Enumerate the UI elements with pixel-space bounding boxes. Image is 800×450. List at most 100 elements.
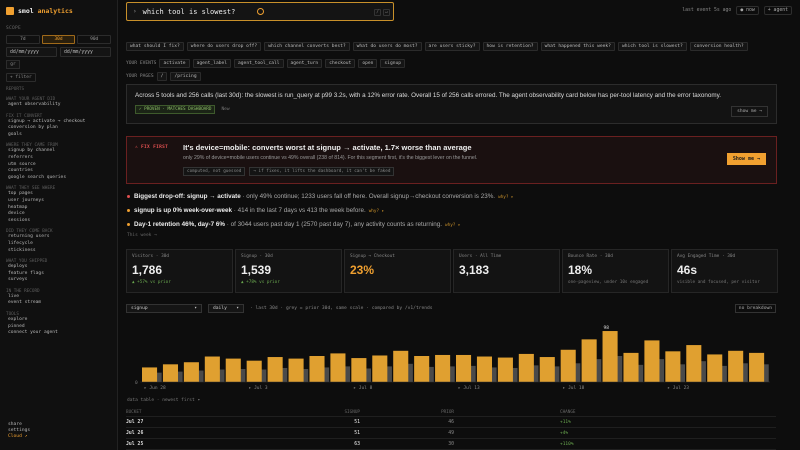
group-input[interactable]: gr <box>6 60 20 69</box>
insight-why-link[interactable]: why? ▸ <box>368 209 385 214</box>
event-chip[interactable]: agent_tool_call <box>234 59 284 68</box>
signup-bar[interactable] <box>456 354 472 382</box>
page-chip[interactable]: /pricing <box>170 72 201 81</box>
column-header[interactable]: BUCKET <box>126 410 142 415</box>
sidebar-item[interactable]: conversion by plan <box>8 125 58 131</box>
sidebar-item[interactable]: connect your agent <box>8 330 58 336</box>
table-row[interactable]: Jul 27 51 46 +11% <box>126 417 776 428</box>
signup-bar[interactable] <box>665 351 681 382</box>
breakdown-button[interactable]: no breakdown <box>734 304 776 313</box>
range-7d[interactable]: 7d <box>6 35 40 44</box>
suggestion-chip[interactable]: how is retention? <box>482 42 538 51</box>
column-header[interactable]: CHANGE <box>560 410 576 415</box>
date-to-input[interactable]: dd/mm/yyyy <box>60 47 111 57</box>
sidebar-item[interactable]: referrers <box>8 154 33 160</box>
signup-bar[interactable] <box>183 362 199 382</box>
signup-bar[interactable] <box>686 345 702 382</box>
event-chip[interactable]: signup <box>380 59 406 68</box>
fix-show-me-button[interactable]: Show me → <box>726 153 766 165</box>
signup-bar[interactable] <box>497 357 513 382</box>
suggestion-chip[interactable]: conversion health? <box>689 42 748 51</box>
table-row[interactable]: Jul 25 63 30 +110% <box>126 439 776 450</box>
signup-bar[interactable] <box>225 358 241 382</box>
suggestion-chip[interactable]: which tool is slowest? <box>617 42 687 51</box>
kpi-card[interactable]: Visitors · 30d 1,786 ▲ +57% vs prior <box>126 249 233 293</box>
sidebar-item[interactable]: signup by channel <box>8 148 56 154</box>
signup-bar[interactable] <box>435 354 451 382</box>
signup-bar[interactable] <box>393 350 409 382</box>
sidebar-item[interactable]: device <box>8 211 25 217</box>
kpi-card[interactable]: Bounce Rate · 30d 18% one-pageview, under … <box>562 249 669 293</box>
signup-bar[interactable] <box>518 353 534 382</box>
sidebar-item[interactable]: lifecycle <box>8 240 33 246</box>
cloud-link[interactable]: Cloud ↗ <box>8 434 28 439</box>
interval-select[interactable]: daily ▾ <box>208 304 244 313</box>
sidebar-item[interactable]: agent observability <box>8 102 61 107</box>
signup-bar[interactable] <box>414 356 430 382</box>
data-table-toggle[interactable]: data table · newest first ▾ <box>127 398 201 403</box>
suggestion-chip[interactable]: which channel converts best? <box>264 42 350 51</box>
kpi-card[interactable]: Signup · 30d 1,539 ▲ +78% vs prior <box>235 249 342 293</box>
range-90d[interactable]: 90d <box>77 35 112 44</box>
agent-button[interactable]: + agent <box>763 6 792 15</box>
search-query[interactable]: which tool is slowest? <box>142 7 236 16</box>
sidebar-item[interactable]: heatmap <box>8 204 28 210</box>
signup-bar[interactable] <box>728 350 744 382</box>
signup-bar[interactable] <box>142 367 158 382</box>
now-button[interactable]: ● now <box>736 6 759 15</box>
sidebar-item[interactable]: goals <box>8 131 22 137</box>
sidebar-item[interactable]: deploys <box>8 264 28 270</box>
signup-bar[interactable] <box>707 354 723 382</box>
kpi-card[interactable]: Signup → Checkout 23% <box>344 249 451 293</box>
event-chip[interactable]: checkout <box>325 59 356 68</box>
sidebar-item[interactable]: user journeys <box>8 197 44 203</box>
sidebar-item[interactable]: pinned <box>8 323 25 329</box>
signup-bar[interactable] <box>246 360 262 382</box>
suggestion-chip[interactable]: are users sticky? <box>424 42 480 51</box>
signup-bar[interactable] <box>581 339 597 382</box>
answer-show-me-button[interactable]: show me → <box>731 106 768 117</box>
kpi-card[interactable]: Avg Engaged Time · 30d 46s visible and foc… <box>671 249 778 293</box>
insight-why-link[interactable]: why? ▸ <box>498 195 514 200</box>
signup-bar[interactable] <box>602 331 618 382</box>
signup-bar[interactable] <box>372 355 388 382</box>
signup-bar[interactable] <box>267 357 283 382</box>
sidebar-item[interactable]: sessions <box>8 217 31 223</box>
column-header[interactable]: SIGNUP <box>344 410 360 415</box>
event-chip[interactable]: activate <box>159 59 190 68</box>
signup-bar[interactable] <box>560 349 576 382</box>
sidebar-item[interactable]: utm source <box>8 161 36 167</box>
signup-bar[interactable] <box>623 352 639 382</box>
app-logo[interactable]: smol analytics <box>6 4 111 18</box>
page-chip[interactable]: / <box>156 72 168 81</box>
sidebar-item[interactable]: returning users <box>8 234 50 240</box>
event-chip[interactable]: agent_turn <box>286 59 323 68</box>
signup-bar[interactable] <box>539 357 555 382</box>
metric-select[interactable]: signup ▾ <box>126 304 202 313</box>
signup-bar[interactable] <box>351 358 367 382</box>
signup-bar[interactable] <box>162 364 179 382</box>
this-week-link[interactable]: This week → <box>127 233 157 238</box>
sidebar-item[interactable]: event stream <box>8 300 42 306</box>
suggestion-chip[interactable]: where do users drop off? <box>186 42 262 51</box>
suggestion-chip[interactable]: what happened this week? <box>540 42 615 51</box>
sidebar-item[interactable]: feature flags <box>8 270 44 276</box>
ask-search-bar[interactable]: › which tool is slowest? / ↵ <box>126 2 394 21</box>
sidebar-item[interactable]: live <box>8 293 20 299</box>
insight-why-link[interactable]: why? ▸ <box>445 223 461 228</box>
sidebar-item[interactable]: surveys <box>8 277 28 283</box>
share-link[interactable]: share <box>8 422 22 427</box>
signup-bar[interactable] <box>644 340 660 382</box>
sidebar-item[interactable]: explore <box>8 317 28 323</box>
event-chip[interactable]: open <box>358 59 378 68</box>
sidebar-item[interactable]: top pages <box>8 191 33 197</box>
range-30d[interactable]: 30d <box>41 35 76 44</box>
sidebar-item[interactable]: countries <box>8 168 33 174</box>
suggestion-chip[interactable]: what should I fix? <box>126 42 184 51</box>
kpi-card[interactable]: Users · All Time 3,183 <box>453 249 560 293</box>
date-from-input[interactable]: dd/mm/yyyy <box>6 47 57 57</box>
signup-bar[interactable] <box>476 356 493 382</box>
settings-link[interactable]: settings <box>8 428 31 433</box>
event-chip[interactable]: agent_label <box>192 59 232 68</box>
add-filter-button[interactable]: + filter <box>6 73 36 82</box>
